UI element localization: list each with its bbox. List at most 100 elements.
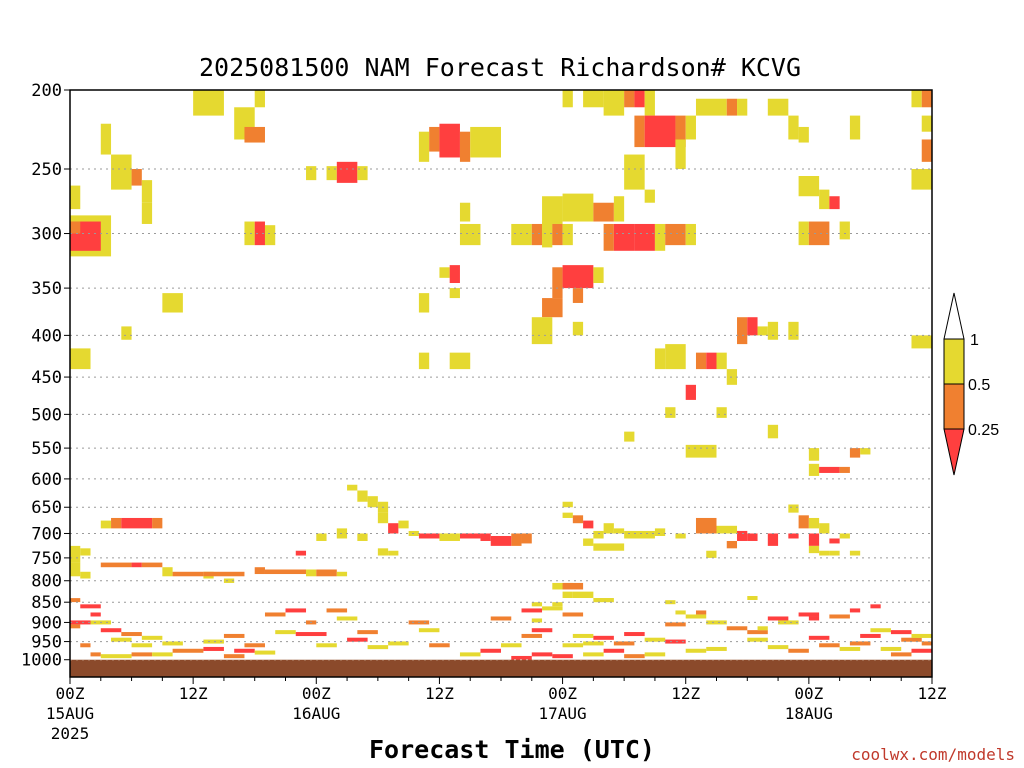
- heatmap-strip: [829, 614, 850, 619]
- heatmap-cell: [572, 591, 594, 599]
- heatmap-strip: [890, 630, 912, 635]
- heatmap-cell: [80, 548, 91, 556]
- y-tick-label: 300: [31, 225, 62, 245]
- x-tick-label: 00Z: [794, 684, 823, 703]
- heatmap-cell: [244, 221, 255, 246]
- heatmap-strip: [326, 608, 348, 613]
- heatmap-cell: [429, 126, 440, 152]
- heatmap-cell: [685, 444, 717, 458]
- y-tick-label: 350: [31, 279, 62, 299]
- heatmap-cell: [480, 533, 491, 541]
- heatmap-cell: [757, 326, 768, 336]
- heatmap-cell: [808, 221, 830, 246]
- heatmap-cell: [644, 115, 676, 148]
- heatmap-cell: [654, 528, 666, 536]
- heatmap-cell: [808, 463, 820, 476]
- heatmap-cell: [418, 533, 440, 539]
- heatmap-cell: [921, 139, 932, 162]
- heatmap-cell: [706, 550, 717, 558]
- heatmap-cell: [100, 123, 112, 155]
- heatmap-cell: [562, 193, 594, 222]
- heatmap-cell: [141, 180, 153, 203]
- heatmap-cell: [603, 523, 614, 534]
- heatmap-cell: [716, 352, 727, 370]
- x-tick-label: 12Z: [425, 684, 454, 703]
- heatmap-cell: [624, 431, 635, 442]
- heatmap-cell: [819, 189, 830, 210]
- heatmap-cell: [306, 166, 317, 181]
- y-tick-label: 450: [31, 368, 62, 388]
- heatmap-cell: [654, 223, 666, 251]
- heatmap-cell: [634, 115, 645, 148]
- heatmap-cell: [439, 533, 460, 541]
- heatmap-strip: [624, 654, 645, 659]
- heatmap-strip: [880, 646, 902, 651]
- heatmap-strip: [100, 654, 132, 659]
- heatmap-strip: [162, 641, 183, 646]
- heatmap-strip: [511, 655, 532, 660]
- heatmap-strip: [624, 632, 645, 637]
- x-tick-label: 00Z: [548, 684, 577, 703]
- heatmap-strip: [141, 635, 163, 640]
- heatmap-cell: [459, 202, 471, 222]
- heatmap-cell: [911, 90, 922, 108]
- heatmap-cell: [562, 223, 573, 246]
- heatmap-cell: [911, 335, 932, 349]
- chart-title: 2025081500 NAM Forecast Richardson# KCVG: [199, 53, 801, 82]
- heatmap-strip: [80, 643, 91, 648]
- y-tick-label: 950: [31, 633, 62, 653]
- heatmap-cell: [839, 466, 850, 473]
- heatmap-cell: [254, 567, 265, 575]
- heatmap-strip: [849, 641, 871, 646]
- heatmap-strip: [521, 633, 543, 638]
- heatmap-strip: [562, 643, 584, 648]
- heatmap-cell: [737, 317, 748, 345]
- heatmap-strip: [870, 628, 891, 633]
- heatmap-cell: [829, 196, 840, 210]
- heatmap-strip: [347, 637, 368, 642]
- heatmap-cell: [152, 517, 163, 529]
- heatmap-cell: [490, 535, 512, 546]
- heatmap-cell: [470, 126, 501, 158]
- heatmap-strip: [747, 596, 758, 601]
- heatmap-cell: [254, 221, 265, 246]
- heatmap-strip: [747, 630, 768, 635]
- heatmap-strip: [275, 630, 296, 635]
- heatmap-cell: [388, 550, 399, 556]
- heatmap-cell: [583, 538, 594, 546]
- heatmap-cell: [562, 265, 594, 289]
- heatmap-cell: [665, 407, 676, 418]
- heatmap-cell: [798, 126, 809, 143]
- heatmap-cell: [70, 348, 91, 370]
- heatmap-strip: [121, 632, 142, 637]
- heatmap-cell: [367, 496, 378, 508]
- heatmap-cell: [593, 530, 604, 539]
- heatmap-cell: [531, 223, 543, 246]
- heatmap-cell: [162, 567, 173, 577]
- heatmap-cell: [562, 582, 584, 590]
- heatmap-strip: [521, 608, 543, 613]
- credit-label: coolwx.com/models: [851, 745, 1015, 764]
- heatmap-cell: [695, 98, 727, 116]
- heatmap-cell: [788, 115, 799, 140]
- heatmap-strip: [911, 633, 932, 638]
- heatmap-cell: [583, 90, 604, 108]
- heatmap-cell: [921, 90, 932, 108]
- heatmap-strip: [264, 612, 286, 617]
- heatmap-cell: [388, 523, 399, 534]
- heatmap-cell: [849, 448, 861, 458]
- heatmap-strip: [778, 620, 799, 625]
- ground-fill: [70, 659, 932, 677]
- heatmap-strip: [531, 618, 543, 623]
- x-tick-label: 00Z: [302, 684, 331, 703]
- heatmap-strip: [100, 628, 122, 633]
- heatmap-cell: [357, 166, 368, 181]
- heatmap-strip: [808, 616, 820, 621]
- heatmap-cell: [316, 569, 337, 577]
- colorbar-label-0-5: 0.5: [968, 377, 990, 394]
- x-tick-label: 12Z: [671, 684, 700, 703]
- heatmap-cell: [439, 267, 450, 278]
- heatmap-cell: [572, 321, 584, 336]
- heatmap-strip: [316, 643, 337, 648]
- heatmap-cell: [418, 131, 430, 162]
